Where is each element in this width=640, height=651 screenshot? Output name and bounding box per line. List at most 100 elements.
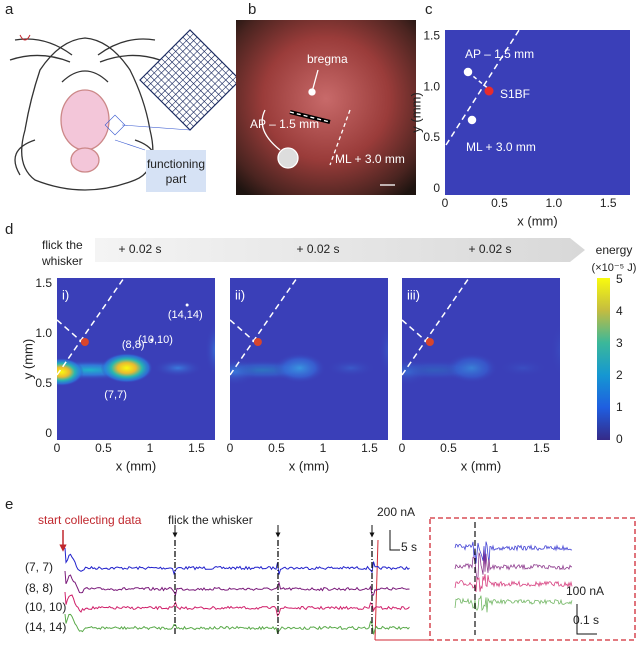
grid-wire bbox=[179, 40, 230, 91]
x-tick-label: 1 bbox=[320, 441, 327, 455]
map-label: i) bbox=[62, 287, 69, 302]
y-tick-label: 0 bbox=[433, 181, 440, 195]
timeline-step: + 0.02 s bbox=[118, 242, 161, 256]
timeline-step: + 0.02 s bbox=[296, 242, 339, 256]
map-label: ii) bbox=[235, 287, 245, 302]
trace bbox=[64, 570, 410, 597]
x-tick-label: 1.5 bbox=[361, 441, 378, 455]
blob bbox=[204, 322, 215, 378]
panel-letter: c bbox=[425, 1, 433, 18]
photo bbox=[236, 20, 416, 195]
mouse-drawing bbox=[9, 37, 161, 191]
rotate-icon bbox=[19, 34, 31, 41]
point-label: (8,8) bbox=[122, 339, 145, 351]
x-tick-label: 0 bbox=[399, 441, 406, 455]
y-tick-label: 1.0 bbox=[35, 326, 52, 340]
y-tick-label: 0.5 bbox=[35, 376, 52, 390]
trace-label: (8, 8) bbox=[25, 581, 53, 595]
blob bbox=[402, 358, 429, 386]
plot-area bbox=[445, 30, 630, 195]
blob bbox=[325, 359, 376, 377]
x-axis-label: x (mm) bbox=[461, 458, 501, 473]
y-tick-label: 1.5 bbox=[35, 276, 52, 290]
blob bbox=[152, 359, 203, 377]
colorbar bbox=[597, 278, 610, 440]
inset-scale-bar bbox=[576, 604, 597, 635]
point-label: (7,7) bbox=[104, 389, 127, 401]
blob bbox=[497, 359, 548, 377]
blob bbox=[445, 353, 498, 383]
colorbar-tick: 4 bbox=[616, 304, 623, 318]
heatmap bbox=[57, 278, 215, 386]
panel-letter: b bbox=[248, 1, 256, 18]
scale-label: 5 s bbox=[401, 540, 417, 554]
panel-letter: e bbox=[5, 496, 13, 513]
x-tick-label: 1.5 bbox=[188, 441, 205, 455]
point-label: (10,10) bbox=[138, 334, 173, 346]
line-overlay bbox=[230, 278, 298, 376]
grid-wire bbox=[171, 47, 223, 99]
label: S1BF bbox=[500, 87, 530, 101]
x-tick-label: 0.5 bbox=[95, 441, 112, 455]
blob bbox=[230, 358, 257, 386]
y-tick-label: 0.5 bbox=[423, 130, 440, 144]
box-label: part bbox=[166, 172, 187, 186]
s1bf-point bbox=[80, 338, 89, 346]
y-tick-label: 0 bbox=[45, 426, 52, 440]
colorbar-tick: 5 bbox=[616, 272, 623, 286]
grid-wire bbox=[171, 61, 223, 113]
c-overlays bbox=[445, 4, 536, 146]
label: ML + 3.0 mm bbox=[335, 152, 405, 166]
trace-label: (14, 14) bbox=[25, 620, 66, 634]
y-axis-label: y (mm) bbox=[20, 339, 35, 379]
line-overlay bbox=[57, 278, 125, 376]
x-tick-label: 0.5 bbox=[268, 441, 285, 455]
trace bbox=[64, 591, 410, 617]
trace bbox=[64, 613, 410, 635]
label: bregma bbox=[307, 52, 348, 66]
heatmap bbox=[402, 278, 560, 386]
trace bbox=[64, 547, 410, 576]
grid-wire bbox=[168, 51, 219, 102]
colorbar-tick: 2 bbox=[616, 368, 623, 382]
grid-wire bbox=[182, 72, 234, 124]
map-label: iii) bbox=[407, 287, 420, 302]
inset-trace bbox=[454, 550, 573, 580]
blob bbox=[549, 322, 560, 378]
colorbar-title: energy bbox=[596, 243, 633, 257]
x-tick-label: 0.5 bbox=[440, 441, 457, 455]
x-tick-label: 1 bbox=[147, 441, 154, 455]
y-tick-label: 1.0 bbox=[423, 79, 440, 93]
colorbar-tick: 0 bbox=[616, 432, 623, 446]
inset-trace bbox=[454, 573, 573, 593]
start-label: start collecting data bbox=[38, 513, 142, 527]
s1bf-point bbox=[425, 338, 434, 346]
line-overlay bbox=[402, 278, 470, 376]
grid-wire bbox=[168, 58, 219, 109]
x-tick-label: 0 bbox=[54, 441, 61, 455]
colorbar-tick: 1 bbox=[616, 400, 623, 414]
s1bf-point bbox=[253, 338, 262, 346]
y-axis-label: y (mm) bbox=[408, 92, 423, 132]
electrode-grid bbox=[104, 29, 241, 151]
x-tick-label: 1.5 bbox=[533, 441, 550, 455]
grid-wire bbox=[164, 54, 216, 106]
y-tick-label: 1.5 bbox=[423, 28, 440, 42]
trace-label: (10, 10) bbox=[25, 600, 66, 614]
grid-wire bbox=[182, 36, 234, 88]
point-label: (14,14) bbox=[168, 309, 203, 321]
grid-wire bbox=[175, 65, 226, 116]
blob bbox=[100, 353, 153, 383]
label: AP – 1.5 mm bbox=[465, 47, 534, 61]
grid-wire bbox=[179, 69, 230, 120]
colorbar-unit: (×10⁻⁵ J) bbox=[592, 262, 637, 274]
flick-label: flick the whisker bbox=[168, 513, 253, 527]
heatmap bbox=[230, 278, 388, 386]
scale-label: 200 nA bbox=[377, 505, 415, 519]
timeline-step: + 0.02 s bbox=[468, 242, 511, 256]
colorbar-tick: 3 bbox=[616, 336, 623, 350]
box-label: functioning bbox=[147, 157, 205, 171]
x-tick-label: 0 bbox=[442, 196, 449, 210]
x-tick-label: 1.5 bbox=[600, 196, 617, 210]
